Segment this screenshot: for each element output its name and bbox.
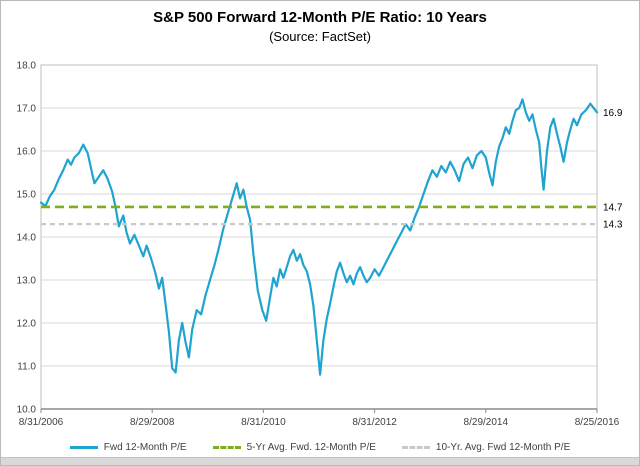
svg-text:16.9: 16.9 [603,108,623,119]
svg-text:18.0: 18.0 [17,61,37,72]
legend-label: 10-Yr. Avg. Fwd 12-Month P/E [435,442,571,453]
chart-subtitle: (Source: FactSet) [269,29,371,44]
svg-text:10.0: 10.0 [17,405,37,416]
svg-text:8/29/2008: 8/29/2008 [130,417,175,428]
svg-text:11.0: 11.0 [17,362,36,373]
svg-text:14.3: 14.3 [603,220,623,231]
chart-legend: Fwd 12-Month P/E 5-Yr Avg. Fwd. 12-Month… [1,442,639,453]
svg-text:8/31/2006: 8/31/2006 [19,417,64,428]
svg-text:8/31/2012: 8/31/2012 [352,417,397,428]
svg-text:8/29/2014: 8/29/2014 [464,417,509,428]
chart-title: S&P 500 Forward 12-Month P/E Ratio: 10 Y… [153,9,487,26]
line-swatch-blue [69,446,98,449]
line-swatch-gray-dashed [401,446,430,449]
legend-label: 5-Yr Avg. Fwd. 12-Month P/E [246,442,376,453]
svg-text:15.0: 15.0 [17,190,37,201]
bottom-strip [1,457,639,465]
svg-text:13.0: 13.0 [17,276,37,287]
legend-item-fwd-pe: Fwd 12-Month P/E [69,442,187,453]
svg-text:8/31/2010: 8/31/2010 [241,417,286,428]
svg-text:17.0: 17.0 [17,104,37,115]
svg-text:14.0: 14.0 [17,233,37,244]
legend-item-10yr-avg: 10-Yr. Avg. Fwd 12-Month P/E [401,442,571,453]
line-swatch-green-dashed [212,446,241,449]
legend-item-5yr-avg: 5-Yr Avg. Fwd. 12-Month P/E [212,442,376,453]
svg-text:14.7: 14.7 [603,202,623,213]
svg-text:12.0: 12.0 [17,319,37,330]
svg-text:8/25/2016: 8/25/2016 [575,417,620,428]
legend-label: Fwd 12-Month P/E [103,442,187,453]
svg-text:16.0: 16.0 [17,147,37,158]
